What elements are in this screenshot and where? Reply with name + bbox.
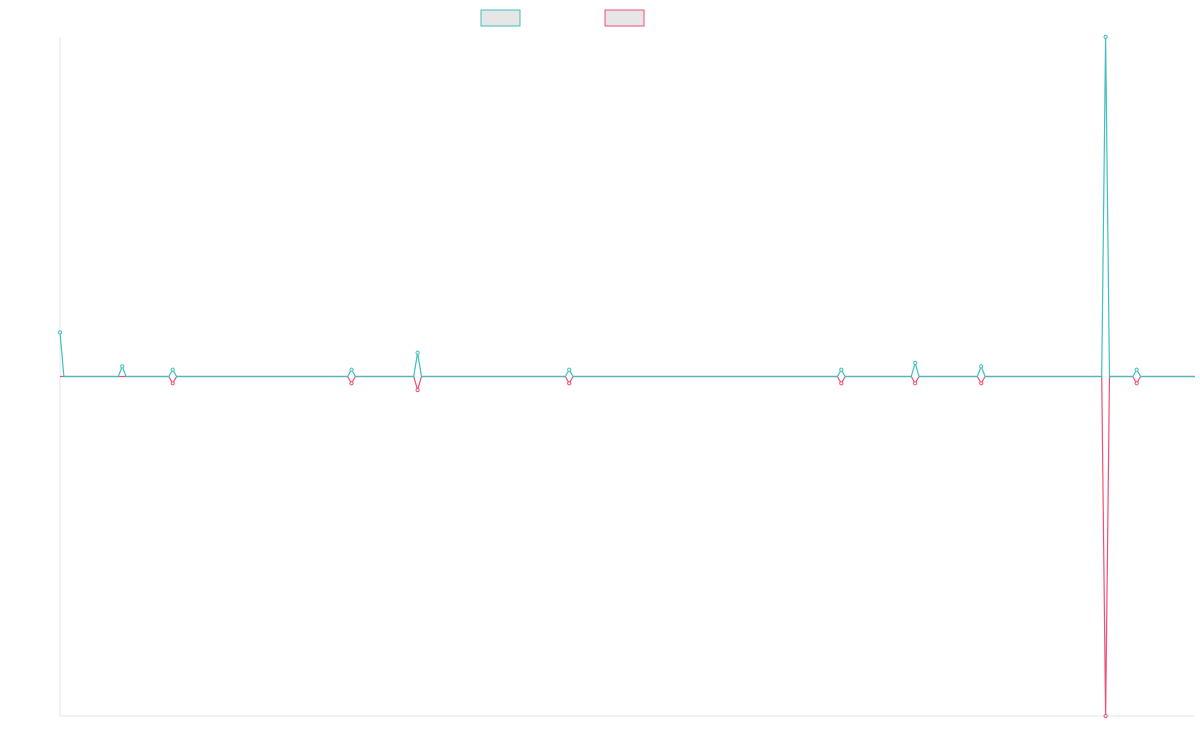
data-point-series-1[interactable] [415,350,420,355]
series-line-1 [59,36,1195,378]
data-point-series-1[interactable] [1103,34,1108,40]
series-line-2 [60,375,1195,717]
legend [480,9,645,27]
data-point-series-1[interactable] [57,330,63,335]
data-point-series-1[interactable] [839,367,844,372]
legend-swatch-series-2[interactable] [604,9,645,27]
data-point-series-1[interactable] [913,360,918,366]
data-point-series-1[interactable] [349,367,354,372]
data-point-series-2[interactable] [567,381,572,386]
data-point-series-2[interactable] [415,387,420,393]
data-point-series-2[interactable] [1103,713,1108,719]
data-point-series-1[interactable] [1134,367,1139,372]
data-point-series-1[interactable] [170,367,175,372]
data-point-series-2[interactable] [170,381,175,386]
data-point-series-1[interactable] [120,364,125,369]
data-point-series-2[interactable] [839,381,844,386]
data-point-series-2[interactable] [913,381,918,386]
legend-swatch-series-1[interactable] [480,9,521,27]
data-point-series-1[interactable] [567,367,572,372]
plot-area [57,34,1195,719]
data-point-series-2[interactable] [1134,381,1139,386]
data-point-series-2[interactable] [349,381,354,386]
data-point-series-2[interactable] [979,381,984,386]
data-point-series-1[interactable] [979,364,984,369]
